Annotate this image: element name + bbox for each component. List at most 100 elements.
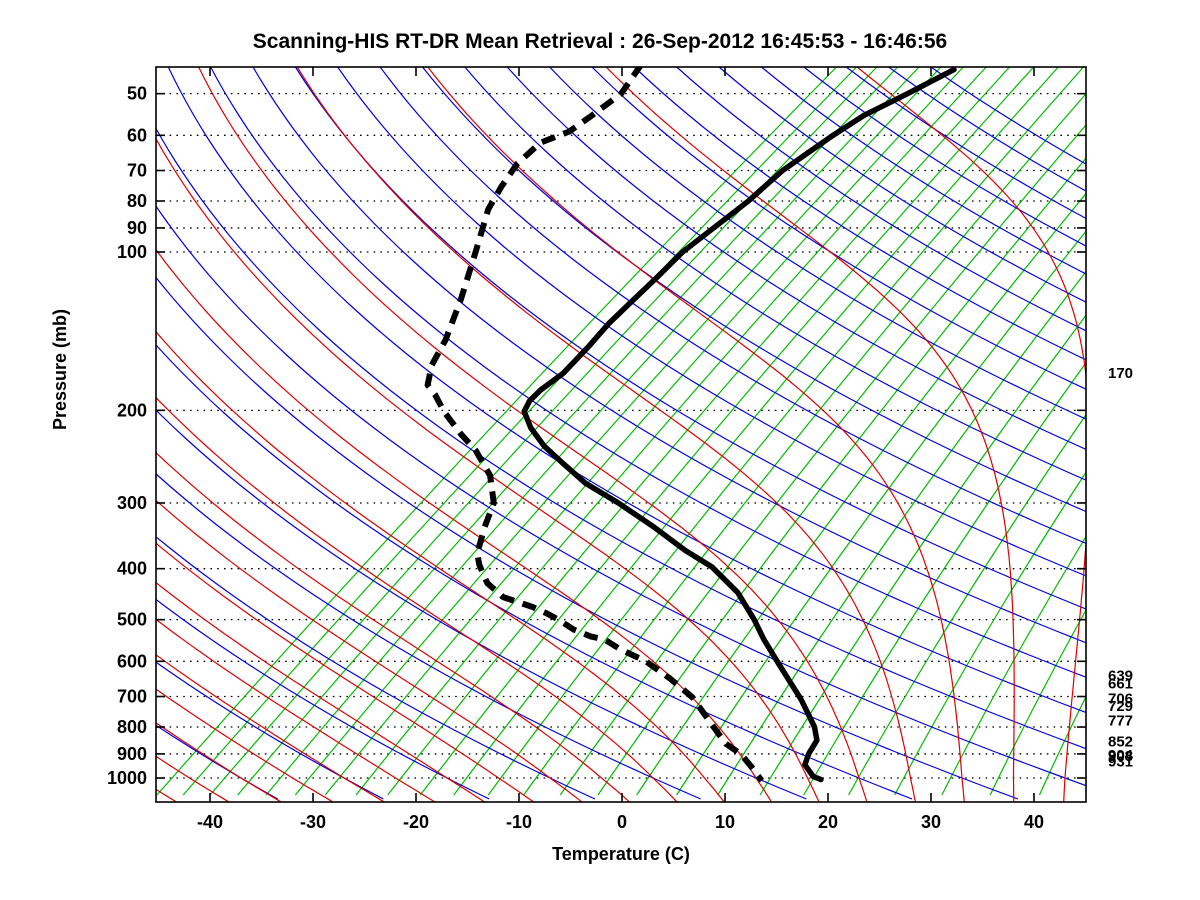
right-pressure-label: 729 <box>1108 698 1133 715</box>
moist-adiabat-line <box>0 67 124 802</box>
dry-adiabat-line <box>422 67 1086 513</box>
dry-adiabat-line <box>379 67 1086 545</box>
dry-adiabat-line <box>156 661 384 800</box>
x-tick-label: -10 <box>506 812 532 832</box>
dry-adiabat-line <box>464 67 1086 481</box>
dry-adiabat-line <box>888 67 1086 192</box>
right-pressure-label: 777 <box>1108 712 1133 729</box>
mixing-ratio-line <box>941 535 1086 796</box>
y-tick-label: 70 <box>127 161 147 181</box>
x-axis-label: Temperature (C) <box>552 844 690 864</box>
mixing-ratio-line <box>453 67 1059 796</box>
moist-adiabat-line <box>856 67 1086 802</box>
mixing-ratio-line <box>182 67 857 796</box>
y-tick-label: 700 <box>117 687 147 707</box>
y-tick-label: 80 <box>127 191 147 211</box>
y-tick-label: 60 <box>127 125 147 145</box>
right-pressure-label: 852 <box>1108 733 1133 750</box>
mixing-ratio-line <box>387 67 1011 796</box>
mixing-ratio-line <box>636 192 1086 796</box>
moist-adiabat-line <box>156 722 282 802</box>
dry-adiabat-line <box>156 536 596 800</box>
mixing-ratio-line <box>523 92 1086 796</box>
dry-adiabat-line <box>718 67 1086 303</box>
mixing-ratio-line <box>419 67 1035 796</box>
moist-adiabat-line <box>198 67 868 802</box>
dry-adiabat-line <box>156 473 701 800</box>
temperature-profile-line <box>521 67 957 783</box>
mixing-ratio-line <box>597 157 1086 796</box>
moist-adiabat-line <box>156 542 534 802</box>
dry-adiabat-line <box>337 67 1086 577</box>
y-tick-label: 200 <box>117 400 147 420</box>
dry-adiabat-line <box>633 67 1086 361</box>
moist-adiabat-line <box>156 248 772 802</box>
moist-adiabat-line <box>427 67 965 802</box>
dry-adiabat-line <box>506 67 1086 451</box>
y-tick-label: 90 <box>127 218 147 238</box>
moist-adiabat-line <box>156 788 177 802</box>
y-tick-label: 500 <box>117 610 147 630</box>
page-title: Scanning-HIS RT-DR Mean Retrieval : 26-S… <box>252 30 948 53</box>
right-pressure-label: 904 <box>1108 747 1134 764</box>
dry-adiabat-line <box>930 67 1086 165</box>
x-tick-label: -20 <box>403 812 429 832</box>
dry-adiabat-line <box>167 67 1086 714</box>
dry-adiabat-line <box>803 67 1086 247</box>
moist-adiabat-line <box>156 688 333 802</box>
dry-adiabat-line <box>676 67 1086 332</box>
moist-adiabat-line <box>156 330 725 802</box>
x-tick-label: -40 <box>197 812 223 832</box>
y-tick-label: 100 <box>117 242 147 262</box>
moist-adiabat-line <box>156 654 385 802</box>
dry-adiabat-line <box>761 67 1086 275</box>
dry-adiabat-line <box>156 409 807 800</box>
mixing-ratio-line <box>355 67 987 796</box>
right-pressure-label: 661 <box>1108 675 1133 692</box>
mixing-ratio-line <box>1090 67 1200 795</box>
y-axis-label: Pressure (mb) <box>50 308 70 430</box>
dry-adiabat-line <box>156 344 913 800</box>
dry-adiabat-line <box>294 67 1086 610</box>
x-tick-label: 30 <box>921 812 941 832</box>
x-tick-label: -30 <box>300 812 326 832</box>
moist-adiabat-line <box>156 499 583 802</box>
mixing-ratio-line <box>487 67 1084 796</box>
x-tick-label: 40 <box>1024 812 1044 832</box>
right-pressure-label: 639 <box>1108 668 1133 685</box>
dry-adiabat-line <box>845 67 1086 220</box>
mixing-ratio-line <box>265 67 920 796</box>
y-tick-label: 300 <box>117 493 147 513</box>
dry-adiabat-line <box>156 127 1086 750</box>
right-pressure-label: 706 <box>1108 690 1133 707</box>
dry-adiabat-line <box>156 276 1019 800</box>
y-tick-label: 50 <box>127 84 147 104</box>
right-pressure-label: 931 <box>1108 754 1133 771</box>
moist-adiabat-line <box>156 581 485 802</box>
moist-adiabat-line <box>156 755 230 802</box>
mixing-ratio-line <box>324 67 964 796</box>
right-pressure-label: 170 <box>1108 365 1133 382</box>
moist-adiabat-line <box>156 396 678 802</box>
moist-adiabat-line <box>156 451 630 802</box>
moist-adiabat-line <box>156 618 435 802</box>
y-tick-label: 800 <box>117 717 147 737</box>
plot-area <box>0 67 1200 802</box>
dewpoint-profile-line <box>424 67 765 783</box>
moist-adiabat-line <box>0 67 71 802</box>
dry-adiabat-line <box>591 67 1086 390</box>
moist-adiabat-line <box>156 137 820 802</box>
y-tick-label: 400 <box>117 559 147 579</box>
y-tick-label: 600 <box>117 651 147 671</box>
dry-adiabat-line <box>210 67 1086 678</box>
dry-adiabat-line <box>156 598 490 800</box>
y-tick-label: 900 <box>117 744 147 764</box>
mixing-ratio-line <box>989 608 1086 796</box>
right-pressure-label: 908 <box>1108 748 1133 765</box>
mixing-ratio-line <box>559 124 1086 796</box>
x-tick-label: 10 <box>715 812 735 832</box>
mixing-ratio-line <box>759 314 1086 796</box>
x-tick-label: 0 <box>617 812 627 832</box>
